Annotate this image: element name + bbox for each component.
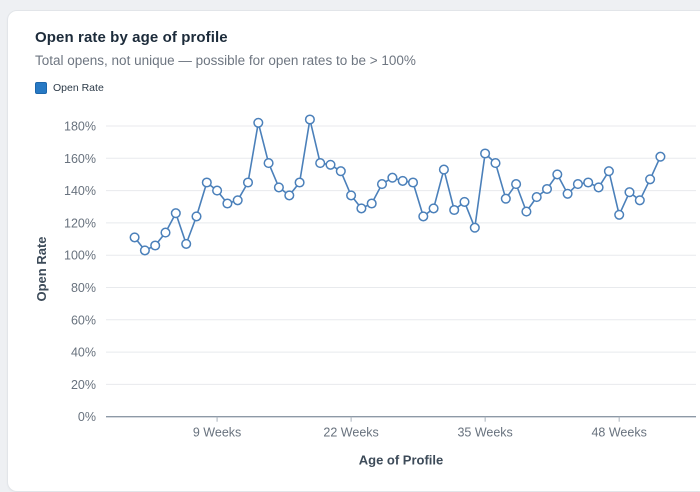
data-point[interactable]	[232, 195, 243, 206]
data-point[interactable]	[500, 193, 511, 204]
chart-line	[133, 118, 662, 252]
y-tick-label: 60%	[71, 313, 96, 327]
data-point[interactable]	[541, 183, 553, 195]
data-point[interactable]	[572, 179, 583, 190]
data-point[interactable]	[191, 211, 202, 222]
data-point[interactable]	[346, 190, 357, 201]
data-point[interactable]	[366, 198, 377, 209]
data-point[interactable]	[160, 227, 171, 238]
y-tick-label: 140%	[64, 184, 96, 198]
data-point[interactable]	[490, 158, 501, 169]
data-point[interactable]	[325, 159, 336, 170]
data-point[interactable]	[139, 245, 150, 256]
data-point[interactable]	[150, 240, 161, 251]
data-point[interactable]	[397, 175, 408, 186]
data-point[interactable]	[304, 114, 315, 125]
data-point[interactable]	[253, 117, 264, 128]
data-point[interactable]	[181, 238, 192, 249]
y-tick-label: 80%	[71, 281, 96, 295]
chart-area[interactable]: 0% 20% 40% 60% 80% 100% 120% 140% 160% 180% 9 Week…	[28, 106, 700, 481]
data-point[interactable]	[655, 151, 666, 162]
card-header: Open rate by age of profile Total opens,…	[8, 11, 700, 94]
y-tick-label: 40%	[71, 346, 96, 360]
data-point[interactable]	[428, 203, 439, 214]
data-point[interactable]	[593, 182, 604, 193]
chart-title: Open rate by age of profile	[35, 29, 228, 46]
y-tick-label: 100%	[64, 249, 96, 263]
data-point[interactable]	[284, 190, 295, 201]
y-tick-label: 120%	[64, 216, 96, 230]
chart-card: Open rate by age of profile Total opens,…	[7, 10, 700, 492]
y-tick-label: 20%	[71, 378, 96, 392]
data-point[interactable]	[614, 209, 625, 220]
x-tick-label: 35 Weeks	[457, 426, 512, 440]
line-chart-canvas[interactable]: 0% 20% 40% 60% 80% 100% 120% 140% 160% 180% 9 Week…	[28, 106, 700, 481]
data-point[interactable]	[387, 172, 398, 183]
y-tick-label: 180%	[64, 120, 96, 134]
data-point[interactable]	[645, 174, 656, 185]
data-point[interactable]	[170, 208, 181, 219]
x-tick-label: 9 Weeks	[193, 426, 241, 440]
y-tick-label: 160%	[64, 152, 96, 166]
data-point[interactable]	[273, 182, 284, 193]
data-point[interactable]	[315, 158, 326, 169]
data-point[interactable]	[263, 158, 274, 169]
data-point[interactable]	[583, 177, 594, 188]
data-point[interactable]	[552, 169, 563, 180]
data-point[interactable]	[624, 187, 635, 198]
data-point[interactable]	[242, 177, 254, 188]
data-point[interactable]	[562, 188, 573, 199]
data-point[interactable]	[356, 203, 367, 214]
data-point[interactable]	[335, 166, 346, 177]
data-point[interactable]	[449, 204, 460, 216]
data-point[interactable]	[201, 177, 212, 188]
legend-label: Open Rate	[53, 82, 104, 94]
data-point[interactable]	[521, 206, 532, 217]
data-point[interactable]	[531, 192, 542, 203]
x-tick-label: 48 Weeks	[591, 426, 646, 440]
y-axis-title: Open Rate	[34, 236, 49, 301]
data-point[interactable]	[634, 195, 645, 206]
data-point[interactable]	[418, 211, 429, 222]
data-point[interactable]	[511, 179, 522, 190]
legend-swatch-icon	[35, 82, 47, 94]
x-tick-label: 22 Weeks	[323, 426, 378, 440]
data-point[interactable]	[376, 179, 388, 190]
data-point[interactable]	[294, 177, 305, 188]
chart-subtitle: Total opens, not unique — possible for o…	[35, 53, 416, 68]
legend-item-open-rate[interactable]: Open Rate	[35, 82, 700, 94]
data-point[interactable]	[603, 166, 614, 177]
y-tick-label: 0%	[78, 410, 96, 424]
data-point[interactable]	[407, 177, 419, 188]
data-point[interactable]	[129, 232, 140, 243]
data-point[interactable]	[480, 148, 491, 159]
data-point[interactable]	[469, 222, 480, 233]
data-point[interactable]	[212, 185, 223, 196]
data-point[interactable]	[459, 196, 470, 207]
data-point[interactable]	[438, 164, 449, 175]
x-axis-title: Age of Profile	[359, 453, 444, 468]
data-point[interactable]	[222, 198, 233, 209]
